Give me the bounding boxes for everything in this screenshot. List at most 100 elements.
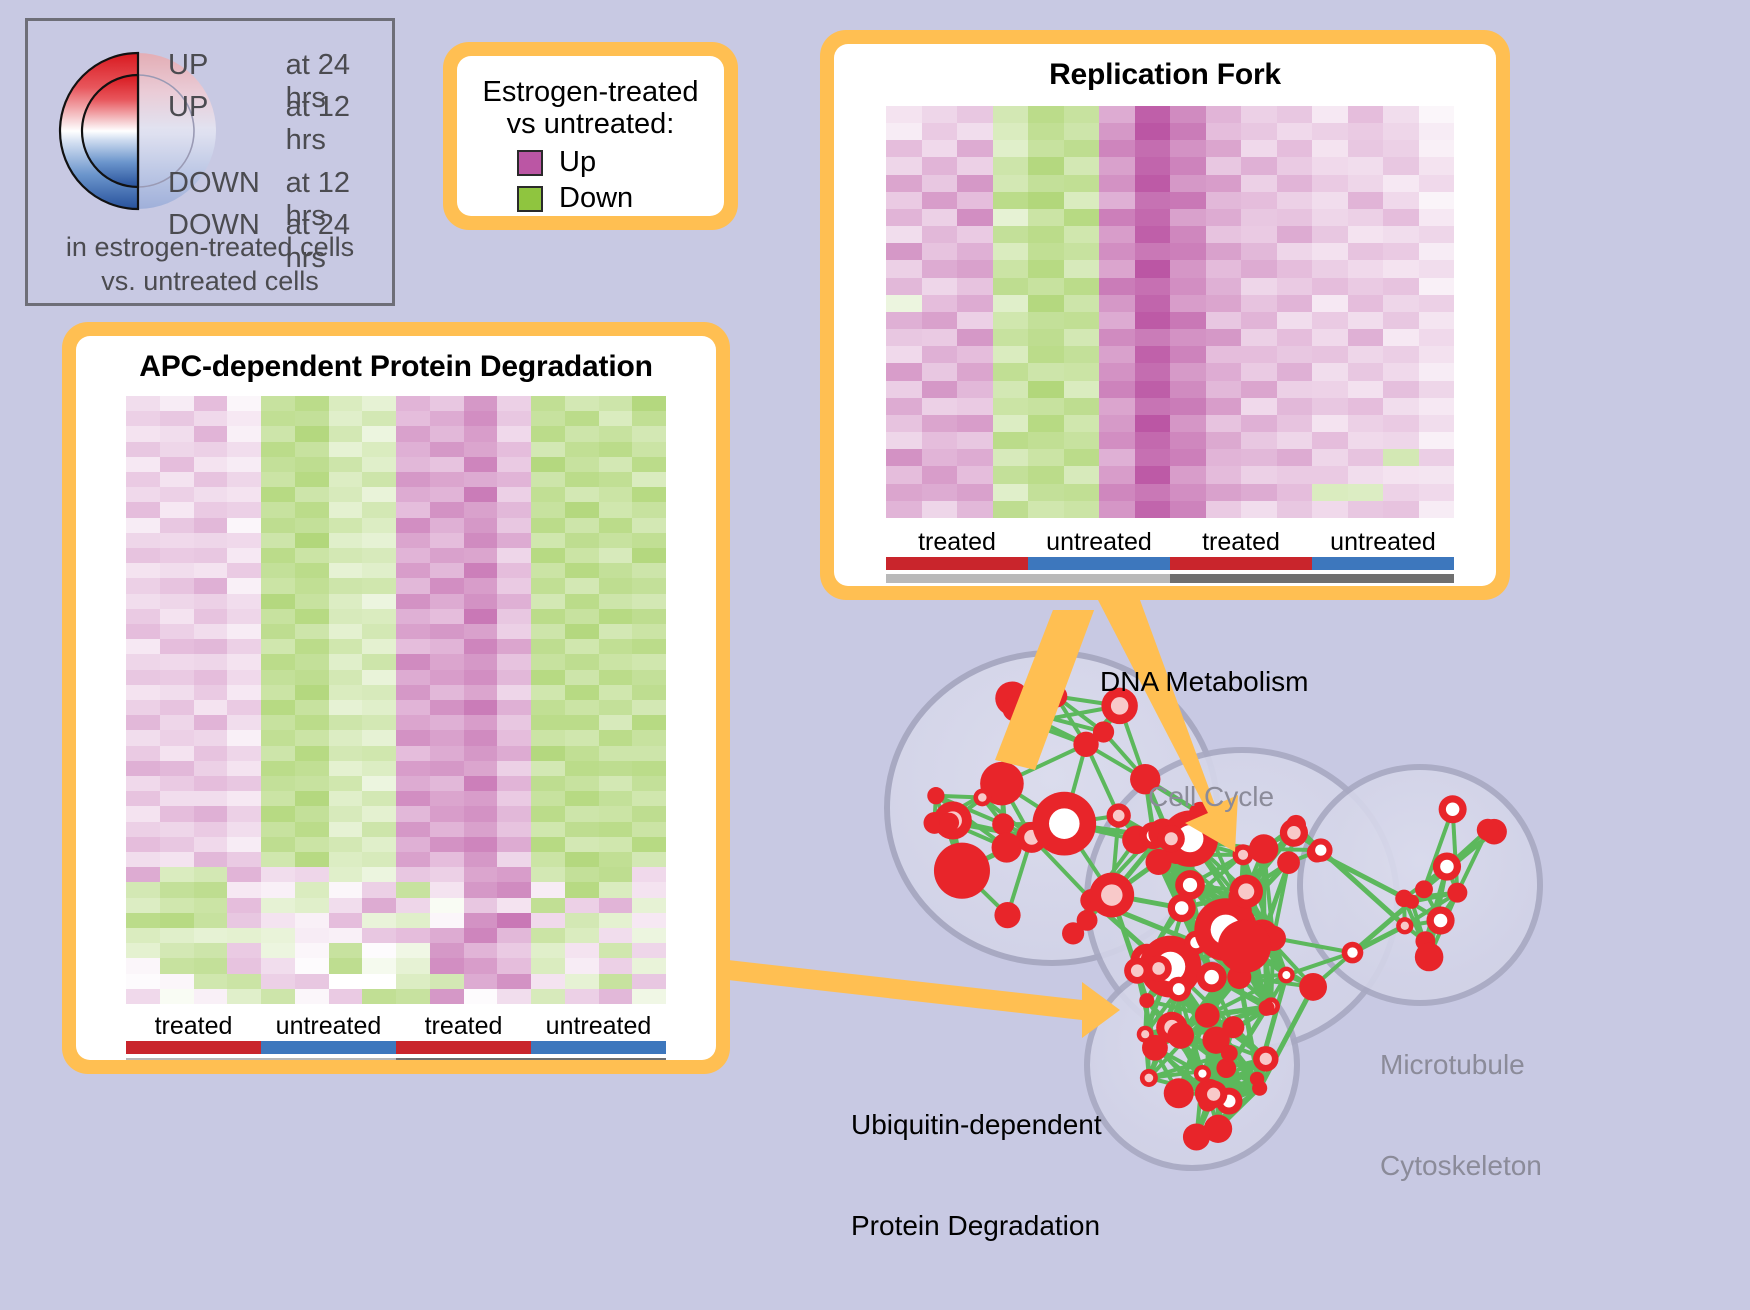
heatmap-cell — [922, 363, 958, 380]
network-node[interactable] — [1216, 1058, 1236, 1078]
heatmap-cell — [565, 654, 599, 669]
heatmap-cell — [1170, 312, 1206, 329]
network-node[interactable] — [1280, 819, 1308, 847]
network-node[interactable] — [1309, 838, 1333, 862]
heatmap-cell — [565, 822, 599, 837]
network-node[interactable] — [1447, 883, 1467, 903]
network-node[interactable] — [1439, 795, 1467, 823]
heatmap-cell — [160, 837, 194, 852]
heatmap-cell — [1028, 123, 1064, 140]
network-node[interactable] — [1194, 1065, 1211, 1082]
heatmap-cell — [1312, 381, 1348, 398]
network-node[interactable] — [1415, 943, 1444, 972]
network-node[interactable] — [1168, 894, 1196, 922]
heatmap-cell — [531, 609, 565, 624]
network-node[interactable] — [1200, 1081, 1227, 1108]
heatmap-cell — [295, 533, 329, 548]
heatmap-cell — [329, 533, 363, 548]
network-node[interactable] — [1218, 920, 1271, 973]
heatmap-cell — [396, 882, 430, 897]
network-node[interactable] — [1278, 967, 1295, 984]
heatmap-cell — [632, 837, 666, 852]
heatmap-cell — [126, 685, 160, 700]
heatmap-cell — [599, 776, 633, 791]
network-node[interactable] — [1405, 895, 1419, 909]
heatmap-cell — [295, 502, 329, 517]
network-node[interactable] — [1077, 910, 1098, 931]
heatmap-cell — [329, 639, 363, 654]
heatmap-cell — [1383, 278, 1419, 295]
heatmap-cell — [922, 312, 958, 329]
heatmap-cell — [497, 958, 531, 973]
network-node[interactable] — [1139, 993, 1154, 1008]
heatmap-cell — [126, 715, 160, 730]
network-node[interactable] — [1166, 977, 1191, 1002]
network-node[interactable] — [1253, 1046, 1279, 1072]
heatmap-cell — [1064, 346, 1100, 363]
heatmap-cell — [565, 943, 599, 958]
heatmap-cell — [160, 791, 194, 806]
heatmap-cell — [1312, 226, 1348, 243]
heatmap-cell — [531, 639, 565, 654]
heatmap-cell — [1099, 123, 1135, 140]
network-node[interactable] — [1093, 721, 1114, 742]
network-node[interactable] — [1183, 1123, 1210, 1150]
heatmap-cell — [1312, 415, 1348, 432]
heatmap-cell — [1135, 363, 1171, 380]
heatmap-cell — [1348, 209, 1384, 226]
network-node[interactable] — [1342, 942, 1364, 964]
network-node[interactable] — [992, 813, 1014, 835]
heatmap-cell — [160, 563, 194, 578]
network-node[interactable] — [1415, 880, 1433, 898]
network-node[interactable] — [934, 843, 990, 899]
network-node[interactable] — [1167, 1022, 1194, 1049]
heatmap-cell — [1028, 278, 1064, 295]
heatmap-cell — [1170, 106, 1206, 123]
heatmap-cell — [227, 776, 261, 791]
heatmap-cell — [1383, 295, 1419, 312]
network-node[interactable] — [1259, 1000, 1275, 1016]
network-node[interactable] — [1477, 819, 1499, 841]
network-node[interactable] — [1197, 962, 1227, 992]
network-node[interactable] — [1158, 825, 1185, 852]
network-node[interactable] — [1089, 873, 1134, 918]
network-node[interactable] — [1250, 1072, 1264, 1086]
heatmap-cell — [632, 852, 666, 867]
network-node[interactable] — [927, 787, 944, 804]
heatmap-cell — [126, 867, 160, 882]
network-node[interactable] — [1426, 906, 1454, 934]
network-node[interactable] — [1195, 1003, 1220, 1028]
network-node[interactable] — [1221, 1045, 1238, 1062]
network-node[interactable] — [1229, 875, 1263, 909]
network-node[interactable] — [1107, 803, 1131, 827]
heatmap-cell — [396, 943, 430, 958]
network-node[interactable] — [1140, 1069, 1158, 1087]
heatmap-cell — [362, 654, 396, 669]
heatmap-cell — [261, 487, 295, 502]
heatmap-cell — [464, 594, 498, 609]
network-node[interactable] — [1277, 851, 1300, 874]
network-node[interactable] — [1124, 958, 1150, 984]
heatmap-cell — [1099, 209, 1135, 226]
network-node[interactable] — [1433, 852, 1461, 880]
network-node[interactable] — [1032, 792, 1096, 856]
network-node[interactable] — [1299, 973, 1327, 1001]
network-node[interactable] — [1249, 834, 1278, 863]
network-node[interactable] — [994, 902, 1020, 928]
heatmap-cell — [1312, 192, 1348, 209]
network-node[interactable] — [940, 813, 960, 833]
network-node[interactable] — [992, 832, 1022, 862]
heatmap-cell — [396, 518, 430, 533]
heatmap-cell — [464, 913, 498, 928]
network-node[interactable] — [973, 789, 991, 807]
heatmap-cell — [1312, 466, 1348, 483]
heatmap-cell — [1206, 209, 1242, 226]
heatmap-cell — [126, 457, 160, 472]
network-node[interactable] — [1137, 1026, 1154, 1043]
heatmap-cell — [1348, 312, 1384, 329]
heatmap-cell — [1383, 398, 1419, 415]
heatmap-cell — [1277, 260, 1313, 277]
heatmap-cell — [1206, 329, 1242, 346]
network-node[interactable] — [1396, 917, 1413, 934]
network-node[interactable] — [1164, 1078, 1194, 1108]
